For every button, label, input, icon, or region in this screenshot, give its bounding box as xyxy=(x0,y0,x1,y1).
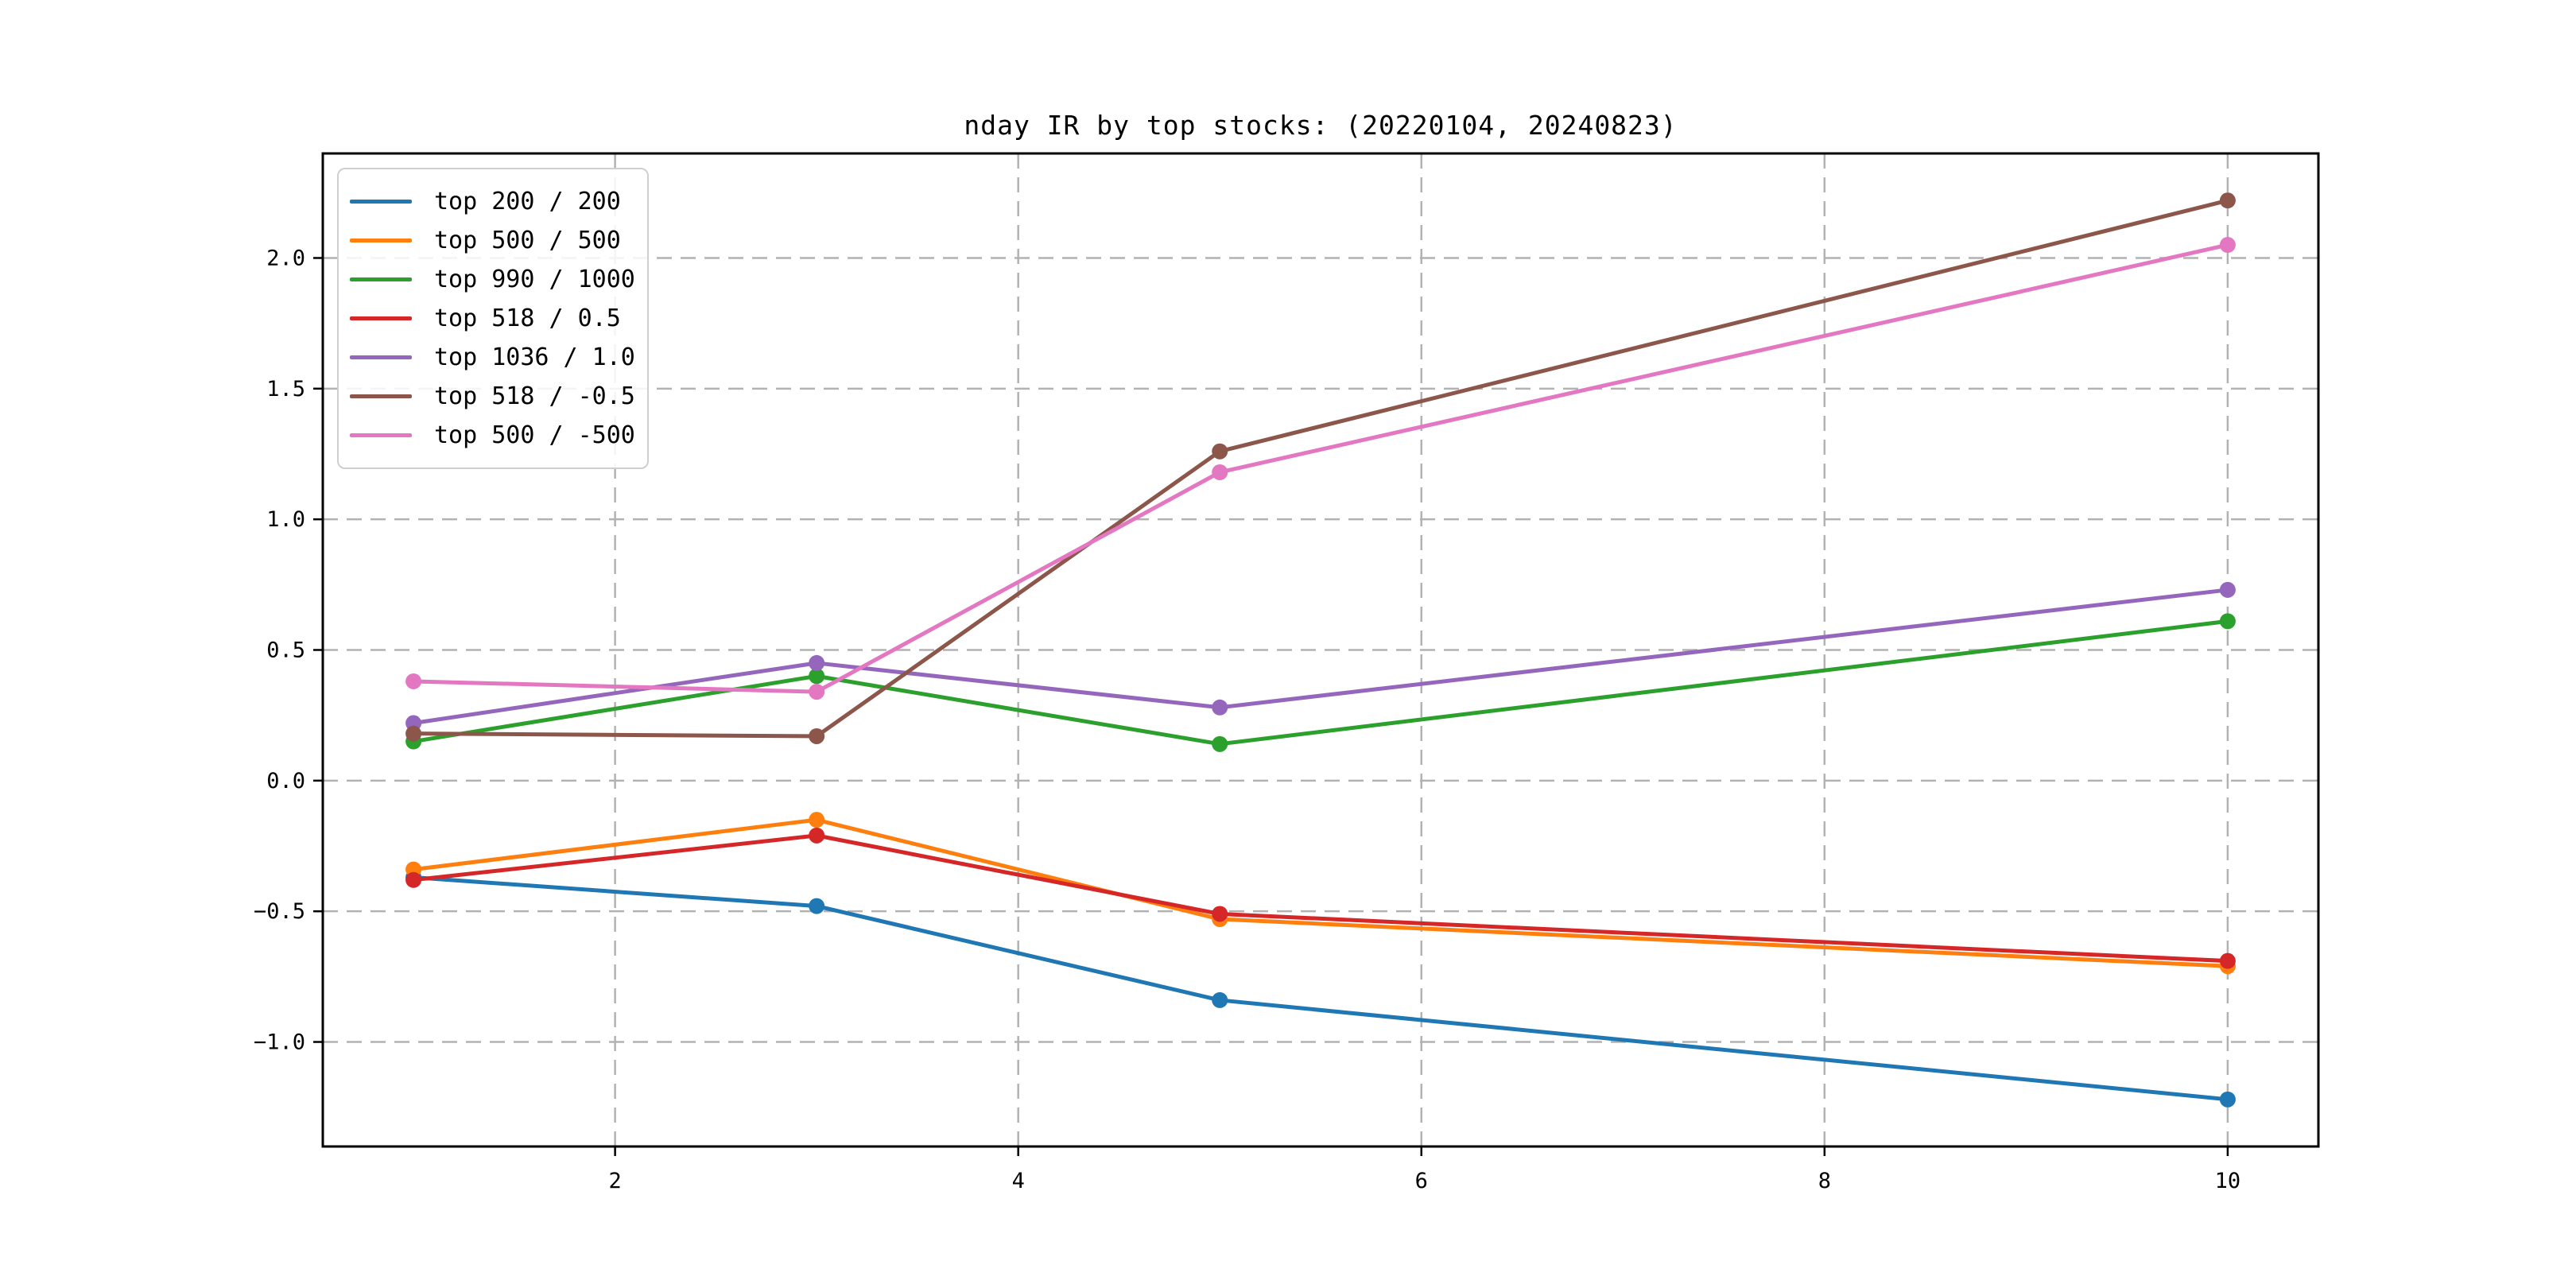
x-axis-tick-label: 10 xyxy=(2215,1169,2241,1193)
legend-line-swatch xyxy=(350,316,412,320)
legend-item: top 518 / -0.5 xyxy=(350,377,647,416)
data-point xyxy=(2219,237,2236,254)
data-point xyxy=(809,727,825,744)
legend-item-label: top 518 / -0.5 xyxy=(434,382,635,410)
series-line-3 xyxy=(413,833,2229,964)
data-point xyxy=(1212,906,1228,922)
y-axis-tick-label: 0.5 xyxy=(266,638,305,663)
x-axis-tick-label: 6 xyxy=(1415,1169,1428,1193)
data-point xyxy=(405,673,422,689)
data-point xyxy=(2219,192,2236,209)
legend-item: top 500 / -500 xyxy=(350,416,647,455)
x-axis-tick-label: 8 xyxy=(1818,1169,1831,1193)
data-point xyxy=(2219,581,2236,598)
data-point xyxy=(2219,1091,2236,1108)
y-axis-tick-label: 0.0 xyxy=(266,769,305,793)
legend-item: top 1036 / 1.0 xyxy=(350,338,647,377)
series-line-1 xyxy=(413,817,2229,968)
x-axis-tick-label: 4 xyxy=(1012,1169,1025,1193)
legend: top 200 / 200 top 500 / 500 top 990 / 1000… xyxy=(337,168,649,469)
y-axis-tick-label: −1.0 xyxy=(254,1030,305,1055)
data-point xyxy=(809,668,825,685)
legend-item-label: top 990 / 1000 xyxy=(434,266,635,293)
series-line-4 xyxy=(413,588,2229,726)
data-point xyxy=(405,871,422,888)
legend-item: top 518 / 0.5 xyxy=(350,299,647,338)
data-point xyxy=(1212,699,1228,716)
legend-line-swatch xyxy=(350,200,412,204)
y-axis-tick-label: 2.0 xyxy=(266,246,305,270)
data-point xyxy=(405,725,422,742)
data-point xyxy=(809,684,825,700)
data-point xyxy=(809,898,825,914)
series-line-6 xyxy=(413,242,2229,694)
data-point xyxy=(1212,443,1228,460)
legend-item: top 990 / 1000 xyxy=(350,260,647,299)
legend-item: top 500 / 500 xyxy=(350,221,647,260)
series-line-5 xyxy=(413,198,2229,739)
y-axis-tick-label: 1.0 xyxy=(266,507,305,532)
chart-title: nday IR by top stocks: (20220104, 202408… xyxy=(964,110,1678,141)
data-point xyxy=(1212,464,1228,480)
legend-line-swatch xyxy=(350,394,412,398)
data-point xyxy=(1212,735,1228,752)
series-line-2 xyxy=(413,619,2229,747)
data-point xyxy=(2219,952,2236,969)
data-point xyxy=(2219,613,2236,630)
x-axis-tick-label: 2 xyxy=(608,1169,621,1193)
legend-line-swatch xyxy=(350,355,412,359)
series-line-0 xyxy=(413,875,2229,1102)
data-point xyxy=(809,827,825,844)
legend-item-label: top 500 / 500 xyxy=(434,227,621,254)
legend-item-label: top 1036 / 1.0 xyxy=(434,343,635,371)
legend-item: top 200 / 200 xyxy=(350,182,647,221)
data-point xyxy=(809,654,825,671)
legend-line-swatch xyxy=(350,433,412,437)
y-axis-tick-label: −0.5 xyxy=(254,899,305,924)
legend-line-swatch xyxy=(350,277,412,281)
legend-item-label: top 200 / 200 xyxy=(434,188,621,215)
legend-item-label: top 500 / -500 xyxy=(434,421,635,449)
data-point xyxy=(1212,991,1228,1008)
y-axis-tick-label: 1.5 xyxy=(266,377,305,402)
data-point xyxy=(809,812,825,828)
legend-item-label: top 518 / 0.5 xyxy=(434,305,621,332)
legend-line-swatch xyxy=(350,239,412,242)
